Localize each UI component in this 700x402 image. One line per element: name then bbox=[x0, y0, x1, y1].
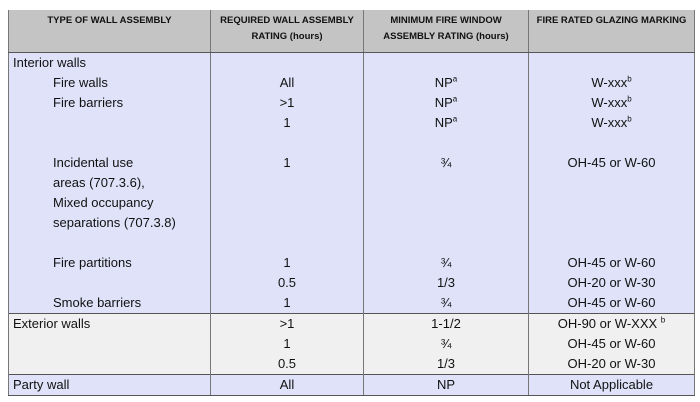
cell-type bbox=[8, 273, 211, 293]
cell-window: NP bbox=[363, 374, 529, 396]
cell-marking: OH-45 or W-60 bbox=[528, 293, 695, 314]
cell-type: Fire partitions bbox=[8, 253, 211, 273]
table-row: Fire walls All NPa W-xxxb bbox=[8, 73, 695, 93]
cell-type: Fire barriers bbox=[8, 93, 211, 113]
cell-rating: 0.5 bbox=[210, 354, 364, 375]
section-label: Party wall bbox=[8, 374, 211, 396]
cell-window: NPa bbox=[363, 93, 529, 113]
cell-rating: 1 bbox=[210, 334, 364, 354]
header-required-rating: REQUIRED WALL ASSEMBLY RATING (hours) bbox=[210, 10, 364, 53]
cell-type: Fire walls bbox=[8, 73, 211, 93]
cell-rating: >1 bbox=[210, 93, 364, 113]
fire-rating-table: TYPE OF WALL ASSEMBLY REQUIRED WALL ASSE… bbox=[8, 10, 695, 396]
table-row: Smoke barriers 1 ¾ OH-45 or W-60 bbox=[8, 293, 695, 314]
cell-window: 1/3 bbox=[363, 354, 529, 375]
cell-marking: W-xxxb bbox=[528, 93, 695, 113]
section-label: Exterior walls bbox=[8, 313, 211, 334]
cell-rating: All bbox=[210, 374, 364, 396]
table-row: 1 ¾ OH-45 or W-60 bbox=[8, 334, 695, 354]
table-row: Interior walls bbox=[8, 52, 695, 73]
cell-marking: W-xxxb bbox=[528, 113, 695, 133]
table-row: 1 NPa W-xxxb bbox=[8, 113, 695, 133]
cell-type: Smoke barriers bbox=[8, 293, 211, 314]
cell-marking: OH-20 or W-30 bbox=[528, 273, 695, 293]
cell-rating: All bbox=[210, 73, 364, 93]
table-row: 0.5 1/3 OH-20 or W-30 bbox=[8, 273, 695, 293]
cell-type: Incidental use areas (707.3.6), Mixed occu… bbox=[8, 153, 211, 233]
cell-marking: OH-45 or W-60 bbox=[528, 253, 695, 273]
cell-window: ¾ bbox=[363, 253, 529, 273]
cell-marking: OH-90 or W-XXX b bbox=[528, 313, 695, 334]
cell-window: ¾ bbox=[363, 153, 529, 233]
cell-window: ¾ bbox=[363, 293, 529, 314]
cell-rating: 0.5 bbox=[210, 273, 364, 293]
cell-type bbox=[8, 113, 211, 133]
table-row: Incidental use areas (707.3.6), Mixed occu… bbox=[8, 153, 695, 233]
header-type: TYPE OF WALL ASSEMBLY bbox=[8, 10, 211, 53]
section-label: Interior walls bbox=[8, 52, 211, 73]
table-row: Exterior walls >1 1-1/2 OH-90 or W-XXX b bbox=[8, 313, 695, 334]
cell-marking: Not Applicable bbox=[528, 374, 695, 396]
cell-rating: 1 bbox=[210, 113, 364, 133]
table-row: 0.5 1/3 OH-20 or W-30 bbox=[8, 354, 695, 375]
table-row: Fire barriers >1 NPa W-xxxb bbox=[8, 93, 695, 113]
cell-window: NPa bbox=[363, 113, 529, 133]
cell-window: 1-1/2 bbox=[363, 313, 529, 334]
cell-marking: W-xxxb bbox=[528, 73, 695, 93]
header-row: TYPE OF WALL ASSEMBLY REQUIRED WALL ASSE… bbox=[8, 10, 695, 53]
cell-rating: 1 bbox=[210, 293, 364, 314]
cell-rating: >1 bbox=[210, 313, 364, 334]
cell-rating: 1 bbox=[210, 253, 364, 273]
header-glazing-marking: FIRE RATED GLAZING MARKING bbox=[528, 10, 695, 53]
cell-window: ¾ bbox=[363, 334, 529, 354]
cell-marking: OH-20 or W-30 bbox=[528, 354, 695, 375]
cell-marking: OH-45 or W-60 bbox=[528, 334, 695, 354]
header-window-rating: MINIMUM FIRE WINDOW ASSEMBLY RATING (hou… bbox=[363, 10, 529, 53]
cell-marking: OH-45 or W-60 bbox=[528, 153, 695, 233]
cell-window: NPa bbox=[363, 73, 529, 93]
table-row: Fire partitions 1 ¾ OH-45 or W-60 bbox=[8, 253, 695, 273]
cell-rating: 1 bbox=[210, 153, 364, 233]
table-row: Party wall All NP Not Applicable bbox=[8, 374, 695, 396]
cell-window: 1/3 bbox=[363, 273, 529, 293]
